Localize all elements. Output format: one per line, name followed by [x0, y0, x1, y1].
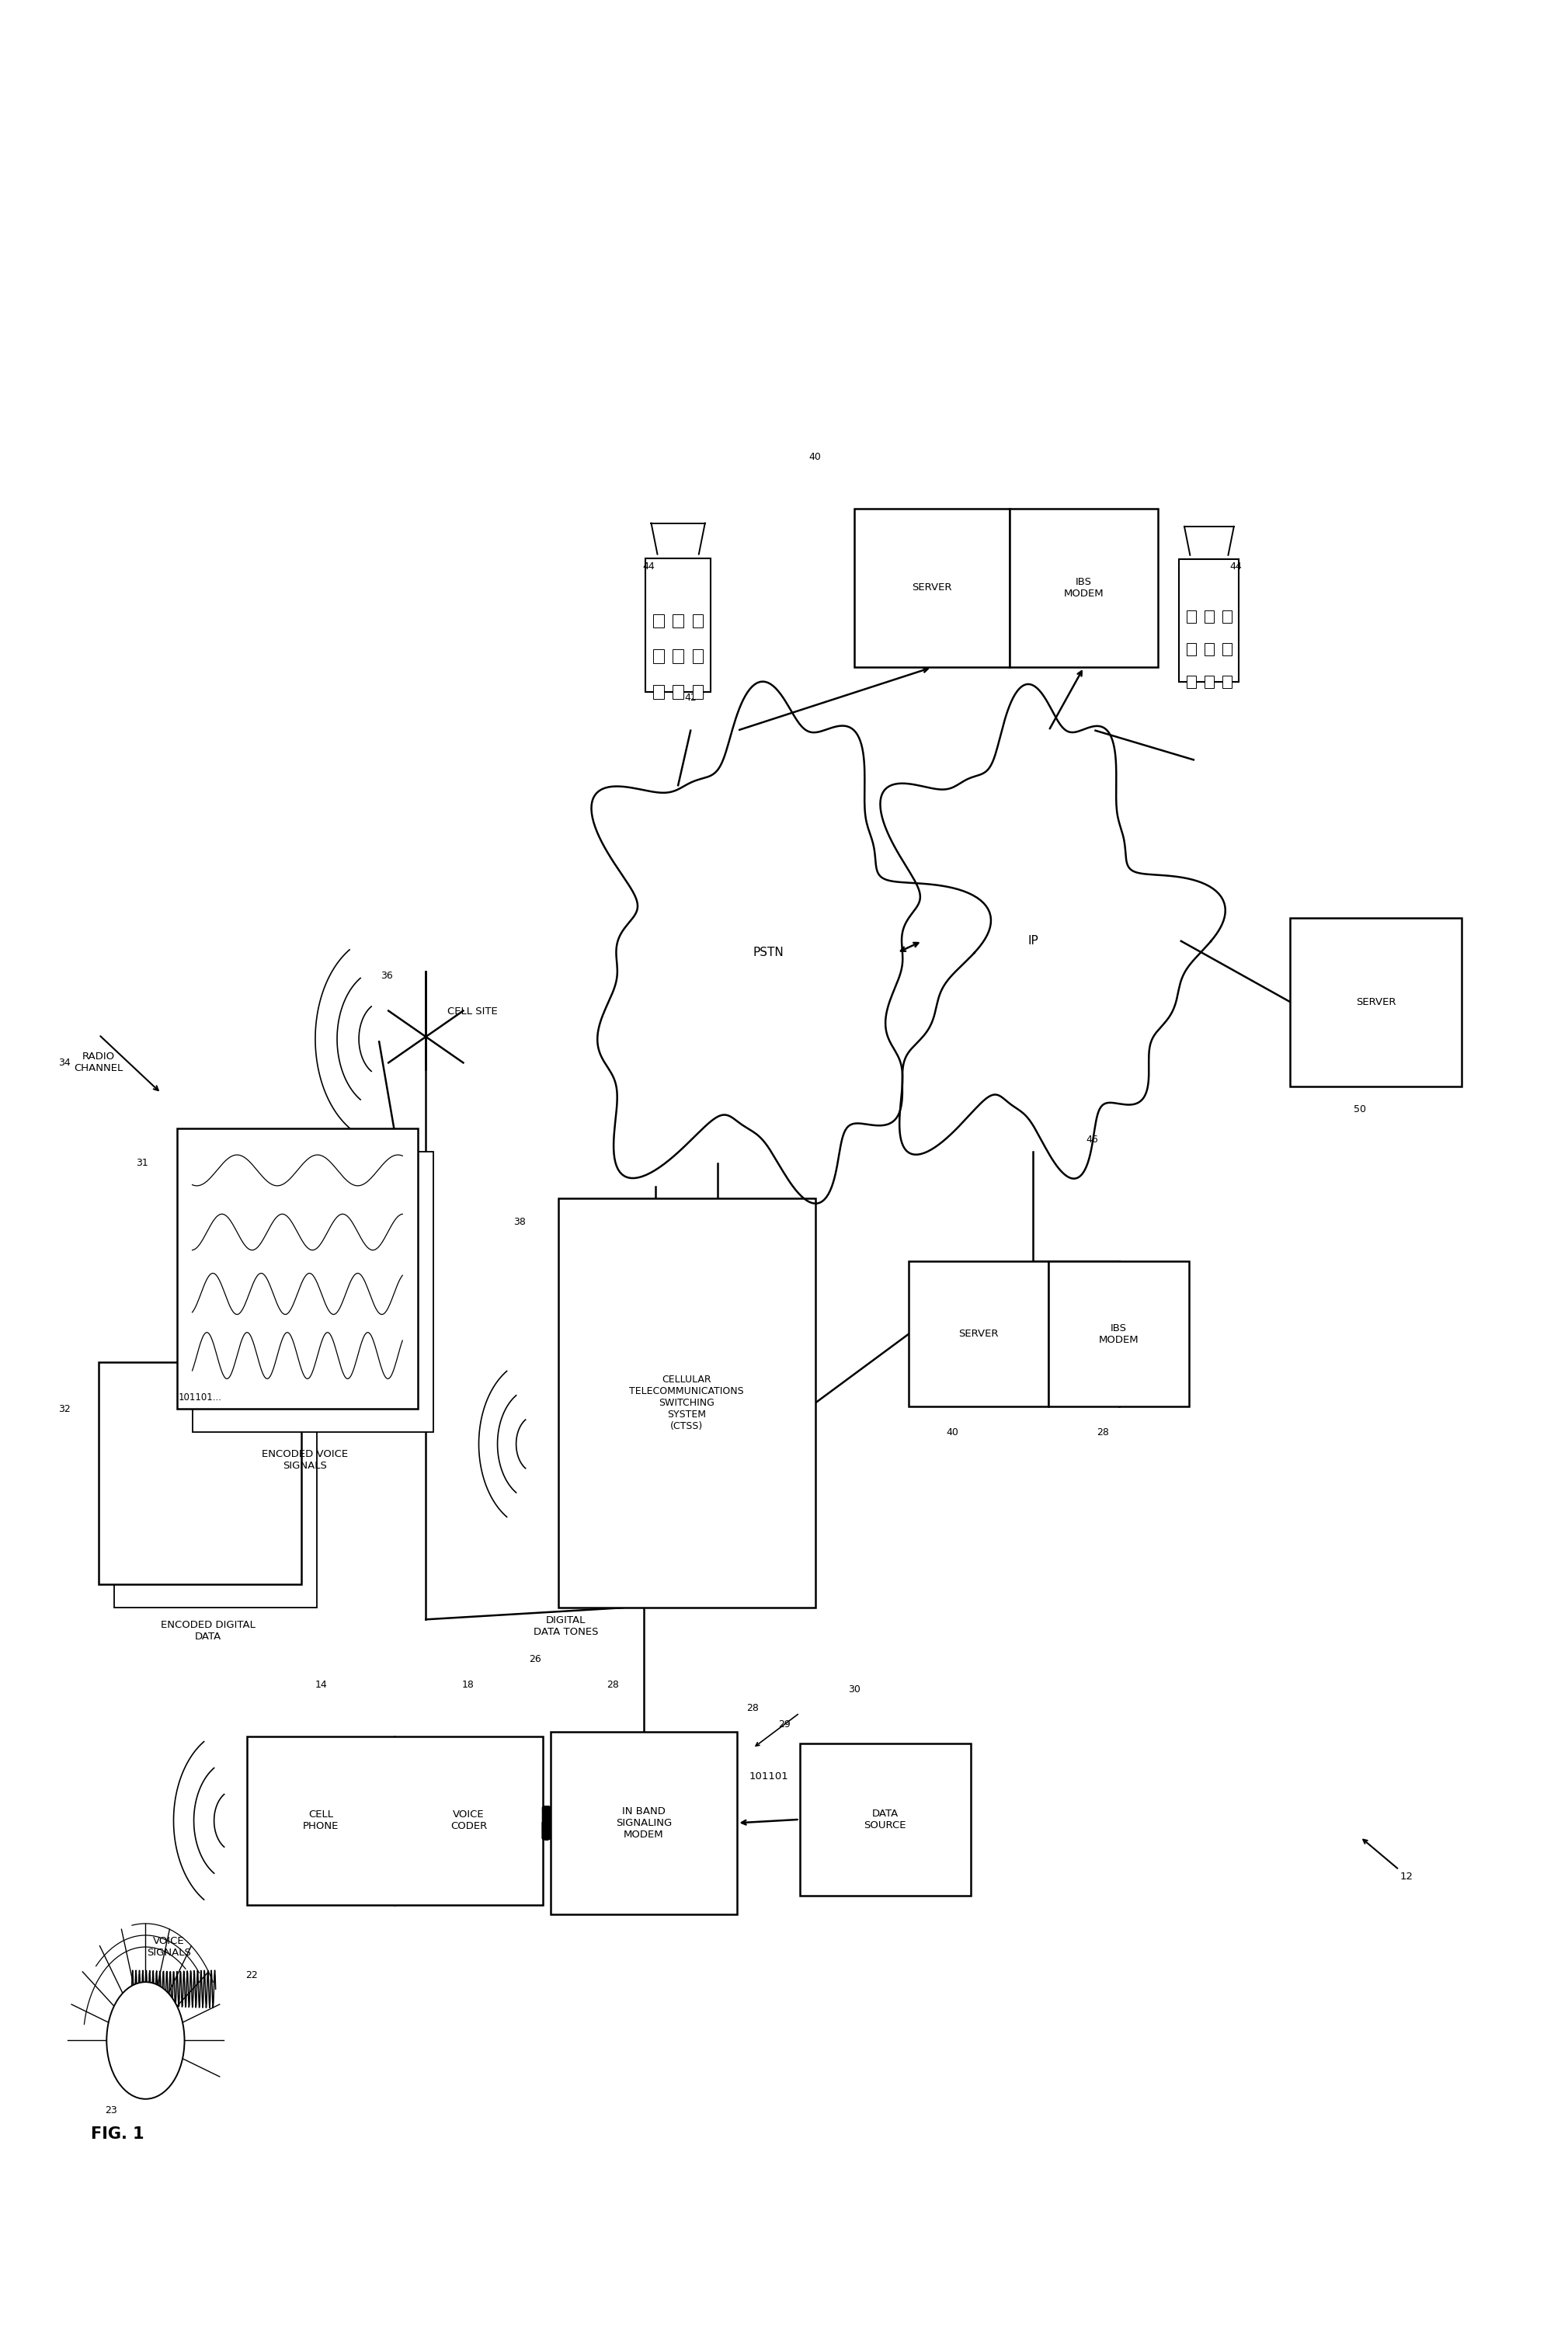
- Text: 34: 34: [58, 1058, 71, 1067]
- Text: 14: 14: [315, 1680, 328, 1690]
- Text: SERVER: SERVER: [958, 1330, 999, 1340]
- Text: 30: 30: [848, 1685, 861, 1694]
- Text: 28: 28: [746, 1704, 759, 1713]
- Text: IP: IP: [1027, 935, 1038, 947]
- Text: 26: 26: [528, 1654, 541, 1664]
- Text: SERVER: SERVER: [913, 583, 952, 592]
- Text: 18: 18: [461, 1680, 474, 1690]
- Text: VOICE
CODER: VOICE CODER: [450, 1810, 488, 1831]
- Text: RADIO
CHANNEL: RADIO CHANNEL: [74, 1053, 124, 1074]
- Text: 28: 28: [607, 1680, 619, 1690]
- Bar: [99, 1363, 301, 1584]
- Text: FIG. 1: FIG. 1: [91, 2127, 144, 2141]
- Bar: [693, 686, 702, 698]
- Bar: [1187, 677, 1196, 689]
- Bar: [1204, 611, 1214, 623]
- Text: PSTN: PSTN: [753, 947, 784, 959]
- Bar: [1223, 611, 1232, 623]
- Bar: [1049, 1262, 1189, 1408]
- Text: 29: 29: [778, 1720, 790, 1730]
- Text: 23: 23: [105, 2106, 118, 2115]
- Bar: [646, 559, 710, 691]
- Text: IBS
MODEM: IBS MODEM: [1063, 578, 1104, 599]
- Bar: [654, 686, 663, 698]
- Bar: [1204, 677, 1214, 689]
- Text: 12: 12: [1400, 1871, 1413, 1882]
- Bar: [1010, 508, 1157, 667]
- Text: SERVER: SERVER: [1356, 996, 1396, 1006]
- Circle shape: [107, 1981, 185, 2099]
- Text: 22: 22: [245, 1969, 257, 1981]
- Bar: [1223, 644, 1232, 656]
- Bar: [246, 1737, 543, 1906]
- Bar: [693, 613, 702, 627]
- Text: 42: 42: [685, 693, 696, 703]
- Text: VOICE
SIGNALS: VOICE SIGNALS: [147, 1936, 191, 1958]
- Text: DIGITAL
DATA TONES: DIGITAL DATA TONES: [533, 1614, 599, 1638]
- Bar: [1290, 919, 1461, 1086]
- Text: CELL SITE: CELL SITE: [447, 1006, 497, 1015]
- Bar: [654, 649, 663, 663]
- Text: ENCODED VOICE
SIGNALS: ENCODED VOICE SIGNALS: [262, 1450, 348, 1471]
- Bar: [673, 649, 684, 663]
- Bar: [654, 613, 663, 627]
- Text: DATA
SOURCE: DATA SOURCE: [864, 1810, 906, 1831]
- Polygon shape: [880, 684, 1225, 1180]
- Bar: [193, 1152, 434, 1431]
- Text: 101101...: 101101...: [179, 1391, 221, 1403]
- Text: ENCODED DIGITAL
DATA: ENCODED DIGITAL DATA: [160, 1619, 256, 1643]
- Bar: [1204, 644, 1214, 656]
- Bar: [908, 1262, 1049, 1408]
- Text: 38: 38: [513, 1217, 525, 1227]
- Text: CELL
PHONE: CELL PHONE: [303, 1810, 339, 1831]
- Text: 40: 40: [946, 1426, 958, 1438]
- Bar: [1223, 677, 1232, 689]
- Bar: [1187, 611, 1196, 623]
- Text: CELLULAR
TELECOMMUNICATIONS
SWITCHING
SYSTEM
(CTSS): CELLULAR TELECOMMUNICATIONS SWITCHING SY…: [629, 1375, 743, 1431]
- Text: 32: 32: [58, 1403, 71, 1415]
- Bar: [673, 613, 684, 627]
- Text: 36: 36: [381, 971, 394, 982]
- Text: IBS
MODEM: IBS MODEM: [1099, 1323, 1138, 1344]
- Bar: [114, 1386, 317, 1607]
- Text: 46: 46: [1087, 1135, 1099, 1144]
- Bar: [1187, 644, 1196, 656]
- Bar: [550, 1732, 737, 1915]
- Polygon shape: [591, 682, 991, 1203]
- Text: 28: 28: [1098, 1426, 1110, 1438]
- Text: 44: 44: [1229, 562, 1242, 571]
- Text: 50: 50: [1353, 1104, 1366, 1114]
- Bar: [177, 1128, 419, 1410]
- Bar: [693, 649, 702, 663]
- Text: IN BAND
SIGNALING
MODEM: IN BAND SIGNALING MODEM: [616, 1807, 673, 1840]
- Text: 40: 40: [809, 451, 822, 463]
- Text: 101101: 101101: [750, 1772, 789, 1781]
- Bar: [855, 508, 1010, 667]
- Text: 44: 44: [643, 562, 654, 571]
- Bar: [558, 1198, 815, 1607]
- Text: 31: 31: [136, 1159, 149, 1168]
- Bar: [800, 1744, 971, 1896]
- Bar: [1179, 559, 1239, 682]
- Bar: [673, 686, 684, 698]
